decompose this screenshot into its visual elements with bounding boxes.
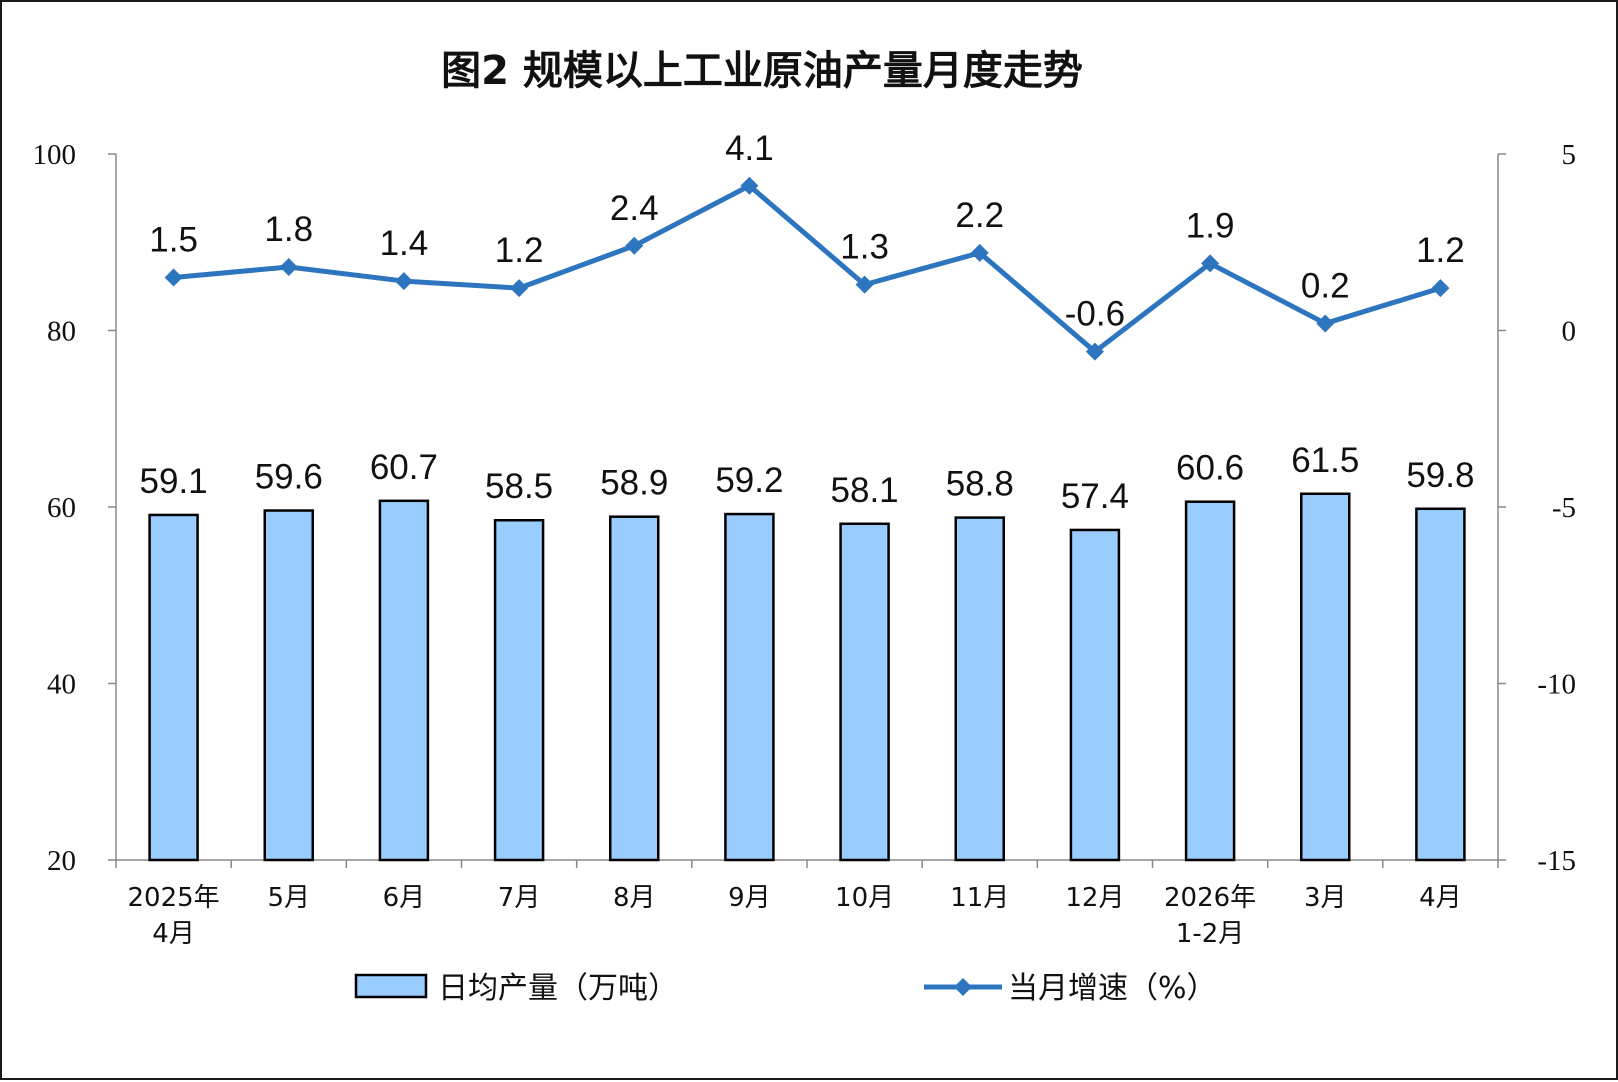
line-point [394,272,413,291]
line-point [279,257,298,276]
line-value-label: 1.3 [840,228,889,267]
category-label: 2025年 [127,883,219,913]
line-value-label: 1.2 [495,231,544,270]
right-tick-label: -10 [1537,669,1576,701]
category-label: 2026年 [1164,883,1256,913]
line-value-label: 1.5 [149,221,198,260]
bar-value-label: 59.2 [715,461,783,500]
bar [1184,500,1236,862]
bar [493,518,545,862]
line-value-label: -0.6 [1065,295,1125,334]
line-point [1085,342,1104,361]
bar [609,515,660,862]
bar-value-label: 58.8 [946,465,1014,504]
category-label: 9月 [728,883,771,913]
bar [954,516,1005,862]
right-tick-label: 0 [1562,316,1577,348]
line-point [970,243,989,262]
category-label: 11月 [950,883,1009,913]
bar-value-label: 58.5 [485,467,553,506]
legend-line-marker [954,978,972,996]
line-value-label: 1.8 [264,210,313,249]
bar-value-label: 60.6 [1176,449,1244,488]
legend-line-label: 当月增速（%） [1008,971,1217,1006]
bar-value-label: 61.5 [1291,441,1359,480]
line-point [740,176,759,195]
chart-title: 图2 规模以上工业原油产量月度走势 [441,48,1083,94]
category-label: 12月 [1065,883,1124,913]
category-label: 4月 [1419,883,1462,913]
left-tick-label: 100 [33,139,77,171]
category-label: 8月 [613,883,656,913]
line-point [164,268,183,287]
line-point [1316,314,1335,333]
bar [263,509,314,862]
legend-bar-swatch [354,973,428,999]
line-value-label: 0.2 [1301,266,1350,305]
right-tick-label: 5 [1562,139,1577,171]
bar [724,512,775,862]
left-tick-label: 60 [47,492,76,524]
bar-value-label: 60.7 [370,448,438,487]
line-point [510,279,529,298]
category-label: 5月 [267,883,310,913]
line-value-label: 2.4 [610,189,659,228]
bar [1069,528,1121,862]
right-tick-label: -15 [1537,845,1576,877]
growth-line [173,183,1442,355]
line-point [855,275,874,294]
bar [378,499,430,862]
left-tick-label: 40 [47,669,76,701]
bar [1300,492,1351,862]
category-label: 3月 [1304,883,1347,913]
bar-value-label: 59.8 [1406,456,1474,495]
category-label: 7月 [498,883,541,913]
category-label: 6月 [383,883,426,913]
category-label: 10月 [835,883,894,913]
bar [148,513,199,862]
line-point [1201,254,1220,273]
line-value-label: 1.9 [1186,206,1235,245]
category-label: 1-2月 [1176,919,1244,949]
line-point [1431,279,1450,298]
bar-value-label: 58.9 [600,464,668,503]
bar-value-label: 57.4 [1061,477,1129,516]
legend-bar-label: 日均产量（万吨） [438,971,678,1006]
line-value-label: 1.2 [1416,231,1465,270]
bar [839,522,890,862]
line-value-label: 1.4 [380,224,429,263]
bar-value-label: 59.1 [140,462,208,501]
left-tick-label: 20 [47,845,76,877]
line-value-label: 4.1 [725,129,774,168]
line-point [625,236,644,255]
right-tick-label: -5 [1552,492,1576,524]
bar-value-label: 59.6 [255,458,323,497]
category-label: 4月 [152,919,195,949]
bar-value-label: 58.1 [831,471,899,510]
line-value-label: 2.2 [955,196,1004,235]
left-tick-label: 80 [47,316,76,348]
bar [1415,507,1466,862]
